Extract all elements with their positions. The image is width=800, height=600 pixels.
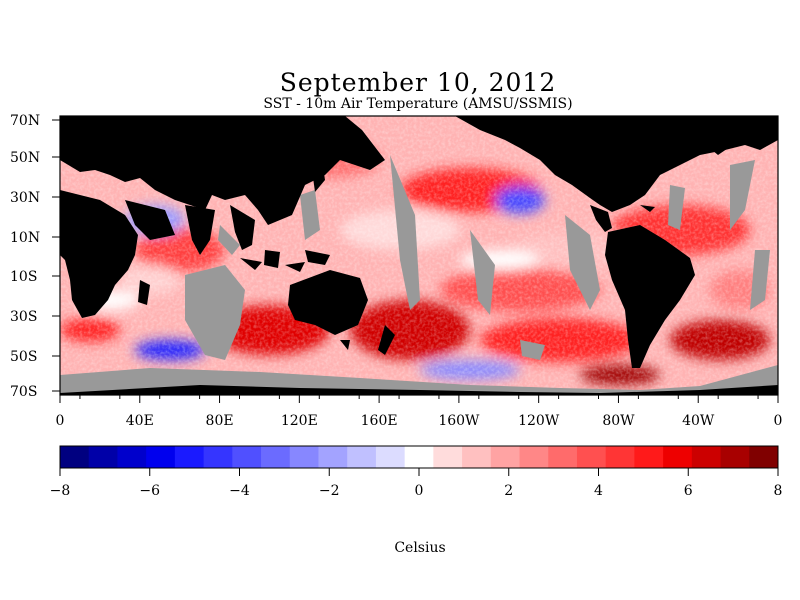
latitude-label: 70N: [10, 113, 40, 129]
land-masses: [60, 116, 778, 395]
axis-ticks: [52, 119, 779, 403]
longitude-labels: 0 40E 80E 120E 160E 160W 120W 80W 40W 0: [56, 413, 783, 429]
colorbar-swatch: [404, 446, 434, 468]
colorbar-tick-label: 6: [684, 483, 693, 499]
colorbar-swatch: [605, 446, 635, 468]
colorbar-swatch: [289, 446, 319, 468]
colorbar-tick-label: −6: [139, 483, 160, 499]
colorbar-unit-label: Celsius: [394, 540, 446, 556]
longitude-label: 120W: [518, 413, 560, 429]
longitude-label: 40W: [682, 413, 715, 429]
longitude-label: 160W: [438, 413, 480, 429]
colorbar-swatch: [375, 446, 406, 468]
latitude-label: 30S: [10, 309, 37, 325]
longitude-label: 40E: [126, 413, 154, 429]
map-subtitle: SST - 10m Air Temperature (AMSU/SSMIS): [263, 96, 573, 112]
colorbar-tick-label: −2: [319, 483, 340, 499]
colorbar-tick-label: −8: [50, 483, 71, 499]
colorbar-swatch: [203, 446, 233, 468]
latitude-label: 70S: [10, 384, 37, 400]
latitude-label: 10S: [10, 269, 37, 285]
colorbar-swatch: [490, 446, 521, 468]
map-title: September 10, 2012: [279, 68, 557, 97]
colorbar-swatch: [60, 446, 90, 468]
map-plot-area: [60, 116, 778, 395]
colorbar-tick-label: −4: [229, 483, 250, 499]
colorbar-swatch: [88, 446, 118, 468]
colorbar-tick-label: 4: [594, 483, 603, 499]
colorbar-tick-label: 8: [774, 483, 783, 499]
colorbar-swatch: [576, 446, 607, 468]
longitude-label: 0: [56, 413, 65, 429]
colorbar-swatch: [749, 446, 779, 468]
colorbar-swatch: [232, 446, 262, 468]
colorbar: [60, 446, 779, 468]
longitude-label: 120E: [281, 413, 318, 429]
colorbar-tick-label: 2: [504, 483, 513, 499]
latitude-label: 10N: [10, 230, 40, 246]
colorbar-swatch: [634, 446, 664, 468]
colorbar-swatch: [548, 446, 578, 468]
colorbar-swatch: [174, 446, 205, 468]
colorbar-swatch: [691, 446, 722, 468]
colorbar-swatch: [117, 446, 147, 468]
longitude-label: 160E: [361, 413, 398, 429]
map-frame: [59, 115, 779, 396]
latitude-label: 50S: [10, 349, 37, 365]
colorbar-tick-label: 0: [415, 483, 424, 499]
colorbar-swatch: [462, 446, 492, 468]
colorbar-swatch: [720, 446, 750, 468]
colorbar-swatch: [663, 446, 693, 468]
colorbar-swatch: [318, 446, 348, 468]
longitude-label: 80W: [602, 413, 635, 429]
latitude-labels: 70N 50N 30N 10N 10S 30S 50S 70S: [10, 113, 40, 400]
latitude-label: 30N: [10, 190, 40, 206]
latitude-label: 50N: [10, 150, 40, 166]
colorbar-tick-labels: −8 −6 −4 −2 0 2 4 6 8: [50, 468, 783, 499]
longitude-label: 0: [774, 413, 783, 429]
colorbar-swatch: [261, 446, 291, 468]
longitude-label: 80E: [206, 413, 234, 429]
colorbar-swatch: [433, 446, 463, 468]
colorbar-swatch: [146, 446, 176, 468]
colorbar-swatch: [519, 446, 549, 468]
colorbar-swatch: [347, 446, 377, 468]
